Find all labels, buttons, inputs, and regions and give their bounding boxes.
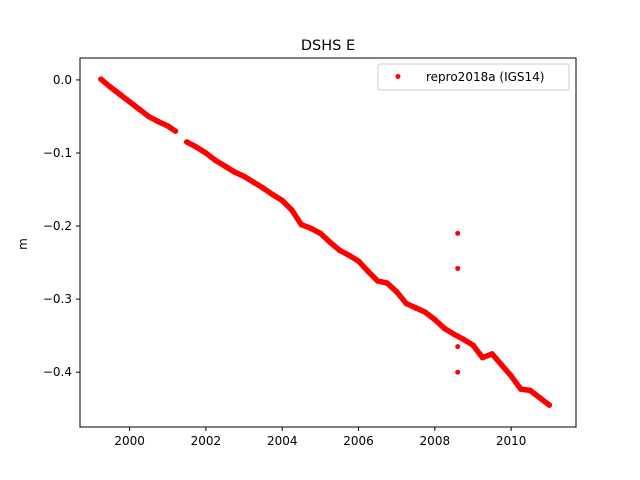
plot-frame [79, 57, 577, 428]
data-point [412, 305, 419, 311]
data-point [298, 221, 305, 228]
outlier-point [455, 230, 461, 236]
data-point [365, 268, 371, 275]
x-tick-label: 2006 [343, 434, 374, 448]
data-point [269, 191, 276, 198]
data-point [288, 207, 295, 213]
outlier-point [455, 369, 461, 375]
data-point [184, 139, 190, 145]
legend: repro2018a (IGS14) [377, 63, 570, 91]
y-tick-label: −0.1 [43, 146, 72, 160]
data-point [479, 354, 486, 361]
data-point [489, 351, 495, 357]
data-point [460, 336, 467, 343]
data-point [250, 179, 257, 186]
data-point [536, 394, 543, 401]
data-point [107, 84, 114, 91]
data-point [136, 106, 142, 112]
data-point [155, 118, 162, 125]
y-tick-label: 0.0 [53, 73, 72, 87]
data-point [336, 247, 343, 253]
data-point [470, 342, 476, 348]
data-point [193, 144, 200, 150]
data-point [317, 230, 324, 237]
y-tick-label: −0.2 [43, 219, 72, 233]
data-point [327, 239, 333, 245]
data-point [441, 325, 448, 332]
data-point [355, 258, 362, 264]
data-point [508, 373, 514, 379]
y-tick-label: −0.3 [43, 292, 72, 306]
data-point [393, 289, 400, 295]
data-point [126, 99, 133, 105]
data-point [203, 150, 209, 156]
data-point [527, 387, 534, 394]
outlier-point [455, 344, 461, 350]
data-point [346, 252, 352, 259]
data-point [231, 169, 238, 175]
data-point [164, 123, 171, 129]
x-tick-label: 2004 [267, 434, 298, 448]
data-point [98, 76, 104, 82]
y-axis-label: m [16, 238, 30, 250]
y-axis: 0.0 −0.1 −0.2 −0.3 −0.4 [43, 73, 80, 379]
data-point [546, 402, 553, 408]
data-point [422, 309, 429, 316]
x-tick-label: 2000 [114, 434, 145, 448]
data-point [498, 362, 505, 368]
x-axis: 2000 2002 2004 2006 2008 2010 [114, 427, 526, 448]
plot-area [98, 76, 553, 408]
legend-box [377, 63, 570, 91]
y-tick-label: −0.4 [43, 365, 72, 379]
data-point [403, 300, 410, 307]
data-point [172, 128, 179, 134]
data-point [241, 173, 247, 180]
x-tick-label: 2008 [420, 434, 451, 448]
data-point [432, 316, 438, 323]
x-tick-label: 2010 [496, 434, 527, 448]
legend-marker [395, 74, 401, 79]
data-point [212, 157, 219, 164]
data-point [279, 197, 286, 204]
x-tick-label: 2002 [191, 434, 222, 448]
data-point [222, 163, 228, 169]
data-point [308, 225, 314, 232]
data-point [384, 280, 390, 286]
data-point [260, 185, 266, 191]
data-point [145, 113, 152, 120]
chart-title: DSHS E [301, 38, 355, 54]
data-point [117, 91, 123, 98]
data-point [517, 386, 524, 392]
outlier-point [455, 265, 461, 271]
legend-label: repro2018a (IGS14) [426, 70, 544, 84]
data-point [451, 331, 457, 338]
data-point [374, 278, 381, 284]
